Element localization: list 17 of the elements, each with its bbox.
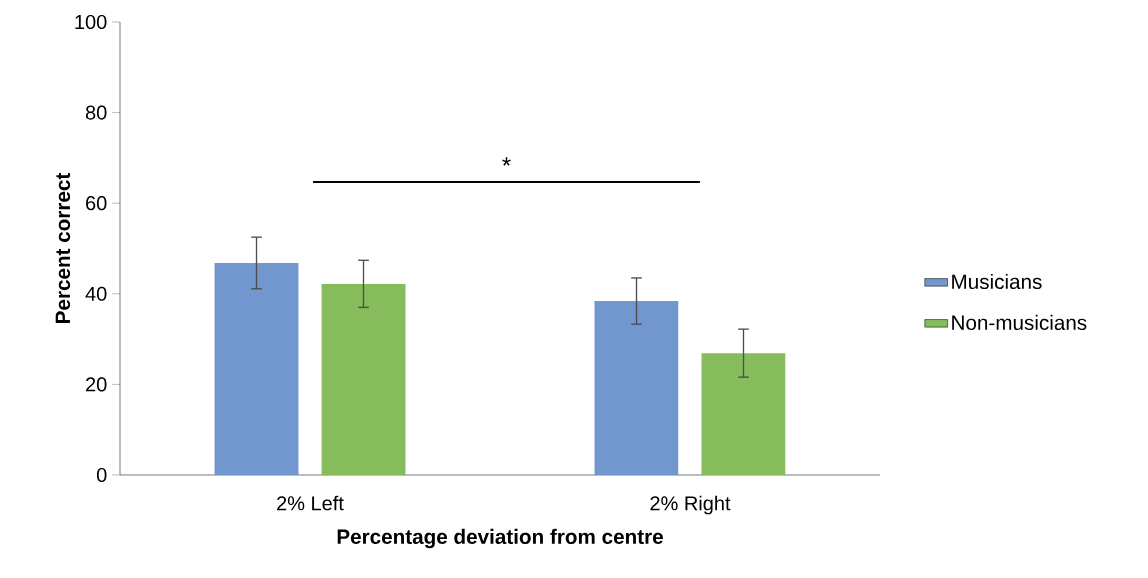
y-tick-label: 80 bbox=[85, 105, 107, 120]
y-axis-title: Percent correct bbox=[55, 172, 71, 323]
y-tick-label: 20 bbox=[86, 377, 107, 392]
y-tick-label: 100 bbox=[75, 14, 107, 30]
y-tick-label: 40 bbox=[85, 286, 107, 301]
bar bbox=[214, 262, 299, 475]
x-axis-title: Percentage deviation from centre bbox=[337, 528, 663, 549]
y-tick-label: 0 bbox=[96, 467, 107, 483]
legend-label: Musicians bbox=[952, 273, 1042, 290]
legend-label: Non-musicians bbox=[952, 314, 1087, 331]
bar bbox=[321, 283, 406, 475]
x-tick-label: 2% Left bbox=[277, 495, 344, 511]
bar bbox=[594, 301, 679, 475]
bar bbox=[701, 353, 786, 475]
y-tick-label: 60 bbox=[86, 196, 107, 211]
annotation: * bbox=[502, 157, 511, 166]
x-tick-label: 2% Right bbox=[650, 495, 731, 515]
